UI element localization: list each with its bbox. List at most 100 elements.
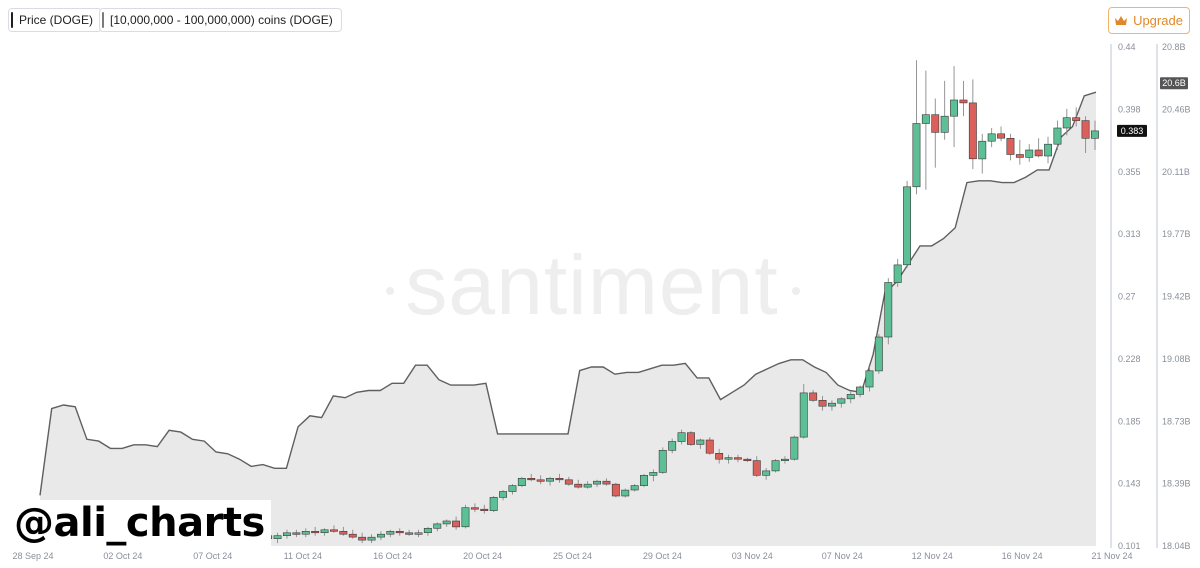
candle bbox=[273, 532, 282, 544]
candle bbox=[536, 475, 545, 485]
candle-body-down bbox=[1072, 117, 1081, 121]
x-tick-label: 16 Oct 24 bbox=[373, 551, 412, 561]
candle-body-up bbox=[414, 532, 423, 535]
candle bbox=[593, 479, 602, 488]
candle bbox=[799, 384, 808, 439]
candle-body-down bbox=[292, 532, 301, 535]
candle-body-down bbox=[1015, 154, 1024, 158]
candle-body-down bbox=[555, 477, 564, 481]
candle bbox=[1062, 108, 1071, 136]
candle bbox=[574, 479, 583, 489]
candle bbox=[329, 525, 338, 533]
upgrade-button[interactable]: Upgrade bbox=[1108, 7, 1190, 34]
candle-body-down bbox=[602, 480, 611, 485]
candle bbox=[348, 529, 357, 539]
candle bbox=[564, 476, 573, 486]
watermark-text: santiment bbox=[405, 238, 778, 332]
candle-body-up bbox=[1053, 127, 1062, 145]
candle bbox=[1081, 116, 1090, 153]
candle-body-up bbox=[893, 264, 902, 283]
candle-body-up bbox=[499, 491, 507, 498]
candle-body-up bbox=[508, 485, 517, 492]
candle bbox=[376, 531, 385, 541]
candle bbox=[546, 476, 555, 486]
holdings-area-fill bbox=[40, 92, 1096, 546]
candle bbox=[282, 529, 291, 539]
price-tick-label: 0.101 bbox=[1118, 541, 1141, 551]
candle-body-down bbox=[1081, 120, 1090, 139]
candle bbox=[358, 532, 367, 544]
legend-holders[interactable]: [10,000,000 - 100,000,000) coins (DOGE) bbox=[99, 8, 342, 32]
candle-body-up bbox=[940, 115, 949, 133]
candle bbox=[865, 366, 874, 392]
price-tick-label: 0.355 bbox=[1118, 167, 1141, 177]
candle-body-up bbox=[658, 449, 667, 473]
holdings-tick-label: 18.04B bbox=[1162, 541, 1191, 551]
candle bbox=[630, 484, 639, 492]
candle bbox=[527, 473, 536, 482]
candle-body-up bbox=[856, 386, 865, 395]
legend-price[interactable]: Price (DOGE) bbox=[8, 8, 103, 32]
price-tick-label: 0.398 bbox=[1118, 104, 1141, 114]
x-tick-label: 21 Nov 24 bbox=[1091, 551, 1132, 561]
candle bbox=[987, 127, 996, 148]
candle bbox=[790, 435, 799, 461]
candle bbox=[480, 504, 489, 514]
candle-body-down bbox=[536, 479, 545, 482]
candle bbox=[1072, 107, 1081, 127]
candle bbox=[423, 526, 432, 536]
candle bbox=[470, 503, 479, 513]
candle-body-down bbox=[968, 102, 977, 160]
holdings-tick-label: 19.77B bbox=[1162, 229, 1191, 239]
candle-body-down bbox=[743, 458, 752, 462]
x-axis: 28 Sep 24 02 Oct 24 07 Oct 24 11 Oct 24 16 O… bbox=[12, 551, 1132, 561]
candle bbox=[724, 454, 733, 464]
candle-body-down bbox=[733, 457, 742, 460]
candle bbox=[809, 389, 818, 402]
candle-body-up bbox=[649, 472, 658, 476]
current-price-tag: 0.383 bbox=[1117, 124, 1147, 137]
candle bbox=[405, 529, 414, 536]
current-price-value: 0.383 bbox=[1121, 126, 1144, 136]
candle-body-up bbox=[1062, 117, 1071, 129]
candle-body-up bbox=[273, 535, 282, 539]
author-handle: @ali_charts bbox=[8, 500, 271, 546]
candle-body-up bbox=[677, 432, 686, 442]
candle-body-down bbox=[705, 439, 714, 454]
holdings-tick-label: 19.08B bbox=[1162, 354, 1191, 364]
candle-body-up bbox=[724, 457, 733, 460]
candle bbox=[762, 467, 771, 480]
candle bbox=[611, 482, 620, 498]
watermark: santiment bbox=[386, 238, 800, 332]
candle-body-up bbox=[282, 532, 291, 536]
holdings-tick-label: 20.46B bbox=[1162, 104, 1191, 114]
candle bbox=[1006, 133, 1015, 161]
candle bbox=[583, 481, 592, 489]
candle-body-up bbox=[546, 477, 555, 482]
candle-body-up bbox=[621, 489, 630, 497]
candle-body-up bbox=[950, 99, 959, 117]
candle-body-up bbox=[376, 533, 385, 538]
candle bbox=[677, 429, 686, 445]
watermark-dot-left bbox=[386, 287, 394, 295]
x-tick-label: 29 Oct 24 bbox=[643, 551, 682, 561]
candle-body-up bbox=[799, 392, 808, 438]
legend-holders-label: [10,000,000 - 100,000,000) coins (DOGE) bbox=[110, 13, 333, 27]
candle-body-up bbox=[762, 470, 771, 476]
candle-body-down bbox=[997, 133, 1006, 139]
x-tick-label: 02 Oct 24 bbox=[103, 551, 142, 561]
candle-body-up bbox=[837, 398, 846, 404]
x-tick-label: 12 Nov 24 bbox=[912, 551, 953, 561]
x-tick-label: 11 Oct 24 bbox=[284, 551, 322, 561]
candle bbox=[339, 526, 348, 536]
candle-body-down bbox=[329, 529, 338, 532]
crown-icon bbox=[1115, 15, 1128, 25]
candle-body-down bbox=[715, 452, 724, 460]
price-tick-label: 0.185 bbox=[1118, 416, 1141, 426]
candle bbox=[771, 459, 780, 473]
candle bbox=[320, 528, 329, 536]
candle-body-down bbox=[1034, 149, 1043, 157]
candle-body-down bbox=[931, 114, 940, 133]
candle bbox=[978, 133, 987, 174]
